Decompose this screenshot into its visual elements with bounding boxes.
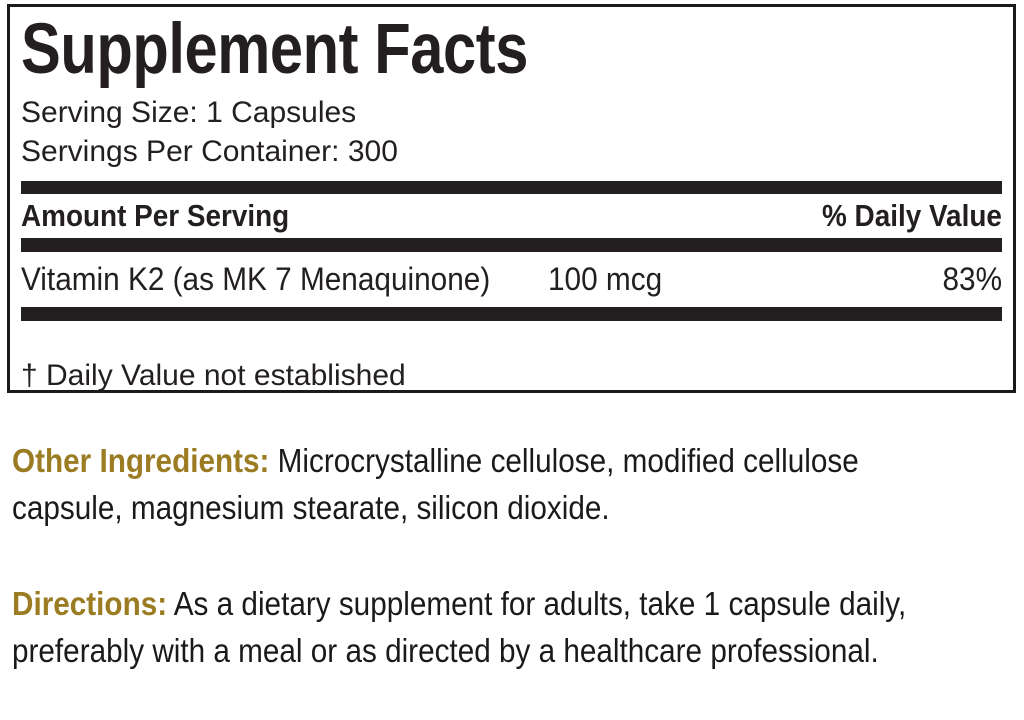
directions-block: Directions: As a dietary supplement for …: [12, 580, 972, 674]
nutrient-daily-value-cell: 83%: [670, 252, 1002, 307]
other-ingredients-block: Other Ingredients: Microcrystalline cell…: [12, 437, 972, 531]
other-ingredients-text: Microcrystalline cellulose, modified cel…: [12, 442, 859, 526]
column-header-percent-daily-value: % Daily Value: [822, 198, 1002, 233]
divider-thick-top: [21, 181, 1002, 194]
directions-text: As a dietary supplement for adults, take…: [12, 585, 907, 669]
nutrient-name: Vitamin K2 (as MK 7 Menaquinone): [21, 261, 491, 297]
servings-per-container-text: Servings Per Container: 300: [21, 135, 398, 168]
divider-thin-under-header: [21, 238, 1002, 241]
table-row: Vitamin K2 (as MK 7 Menaquinone) 100 mcg…: [21, 252, 1002, 307]
divider-medium-under-row: [21, 310, 1002, 321]
serving-size-text: Serving Size: 1 Capsules: [21, 96, 357, 129]
divider-thin-under-row: [21, 307, 1002, 310]
table-header-row: Amount Per Serving % Daily Value: [21, 194, 1002, 238]
nutrient-daily-value: 83%: [942, 261, 1002, 297]
directions-label: Directions:: [12, 585, 168, 622]
page-title: Supplement Facts: [21, 10, 528, 89]
daily-value-footnote: † Daily Value not established: [21, 359, 406, 392]
nutrient-amount: 100 mcg: [547, 261, 662, 297]
other-ingredients-label: Other Ingredients:: [12, 442, 270, 479]
divider-medium-under-header: [21, 241, 1002, 252]
column-header-amount-per-serving: Amount Per Serving: [21, 198, 290, 233]
supplement-facts-panel: Supplement Facts Serving Size: 1 Capsule…: [7, 4, 1016, 393]
